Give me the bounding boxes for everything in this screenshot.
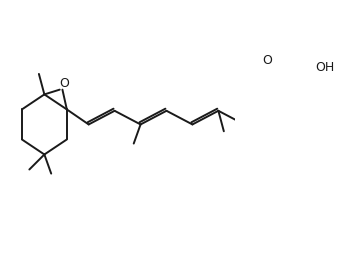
Text: OH: OH (315, 61, 335, 74)
Text: O: O (59, 77, 69, 90)
Text: O: O (262, 54, 272, 67)
